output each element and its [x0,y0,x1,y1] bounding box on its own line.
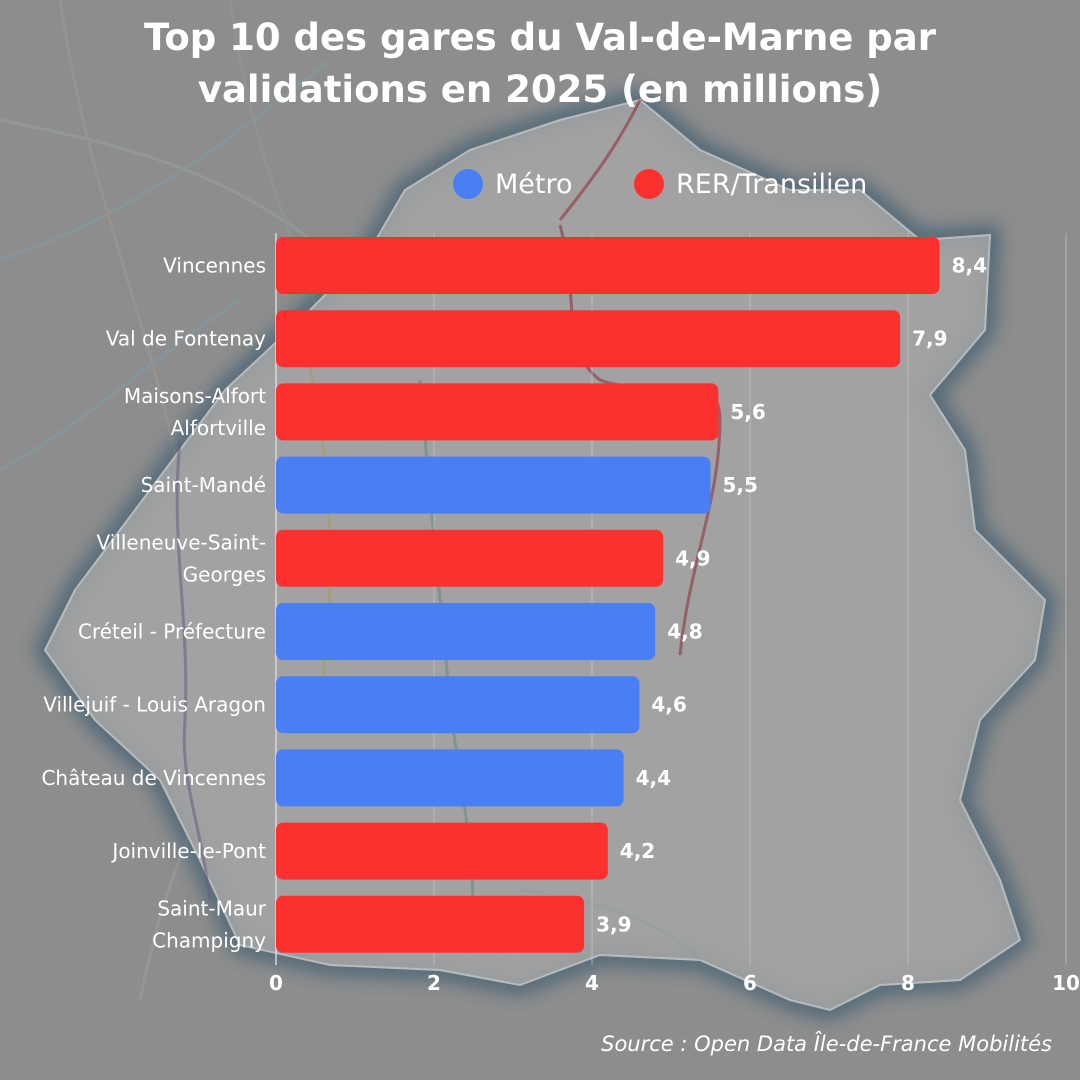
chart-title-line-2: validations en 2025 (en millions) [197,68,883,111]
legend-label-metro: Métro [495,168,573,200]
bar-3 [276,383,719,441]
legend-swatch-metro [453,169,483,199]
category-label-6: Créteil - Préfecture [78,620,266,644]
value-label-5: 4,9 [675,546,710,570]
category-label-10-line-2: Champigny [152,928,266,952]
bar-4 [276,456,711,514]
bar-6 [276,603,656,660]
x-tick-label-2: 2 [427,971,441,995]
bar-8 [276,749,624,807]
category-label-7: Villejuif - Louis Aragon [43,693,266,717]
x-tick-label-10: 10 [1052,971,1080,995]
bar-5 [276,529,664,587]
source-note: Source : Open Data Île-de-France Mobilit… [601,1032,1052,1056]
chart-title: Top 10 des gares du Val-de-Marne par val… [0,12,1080,116]
value-label-4: 5,5 [723,473,758,497]
category-label-3-line-2: Alfortville [171,416,266,440]
value-label-10: 3,9 [596,912,631,936]
legend-item-rer: RER/Transilien [634,164,867,204]
category-label-1: Vincennes [163,254,266,278]
legend-swatch-rer [634,169,664,199]
category-label-8: Château de Vincennes [41,766,266,790]
chart-legend: Métro RER/Transilien [0,164,1080,204]
category-label-3-line-1: Maisons-Alfort [124,384,266,408]
category-label-2: Val de Fontenay [106,327,266,351]
value-label-3: 5,6 [730,400,765,424]
value-label-7: 4,6 [651,693,686,717]
legend-item-metro: Métro [453,164,573,204]
bar-9 [276,822,608,880]
bar-2 [276,310,901,368]
category-label-5-line-2: Georges [183,562,266,586]
bar-1 [276,237,940,294]
category-label-4: Saint-Mandé [141,473,266,497]
bar-10 [276,895,585,953]
x-tick-label-0: 0 [269,971,283,995]
chart-title-line-1: Top 10 des gares du Val-de-Marne par [144,16,936,59]
x-tick-label-4: 4 [585,971,599,995]
value-label-2: 7,9 [912,327,947,351]
category-label-5-line-1: Villeneuve-Saint- [97,530,266,554]
value-label-9: 4,2 [620,839,655,863]
x-tick-label-6: 6 [743,971,757,995]
value-label-8: 4,4 [636,766,671,790]
category-label-9: Joinville-le-Pont [110,839,266,863]
x-tick-label-8: 8 [901,971,915,995]
bar-7 [276,676,640,734]
legend-label-rer: RER/Transilien [676,168,868,200]
category-label-10-line-1: Saint-Maur [157,896,266,920]
value-label-1: 8,4 [952,254,987,278]
value-label-6: 4,8 [667,620,702,644]
